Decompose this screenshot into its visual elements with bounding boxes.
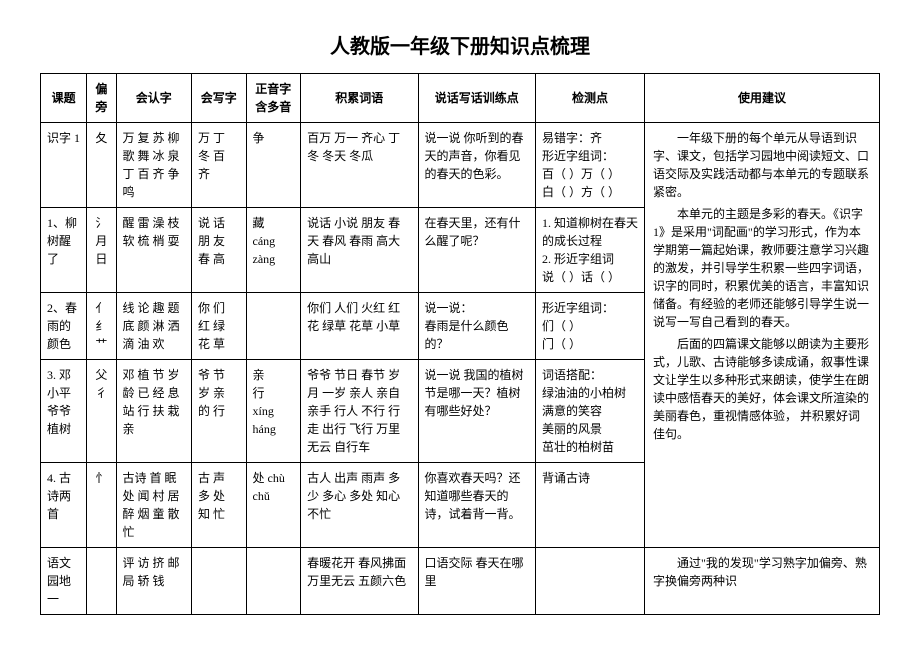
cell-practice: 说一说 我国的植树节是哪一天？植树有哪些好处？ xyxy=(418,360,535,463)
cell-pinyin: 亲 行 xíng háng xyxy=(246,360,301,463)
cell-words: 春暖花开 春风拂面 万里无云 五颜六色 xyxy=(301,548,418,615)
header-recognize: 会认字 xyxy=(116,74,192,123)
page-title: 人教版一年级下册知识点梳理 xyxy=(40,30,880,59)
table-row: 语文园地一 评 访 挤 邮 局 轿 钱 春暖花开 春风拂面 万里无云 五颜六色 … xyxy=(41,548,880,615)
cell-write: 说 话 朋 友 春 高 xyxy=(192,208,247,293)
cell-pinyin xyxy=(246,548,301,615)
cell-practice: 说一说： 春雨是什么颜色的？ xyxy=(418,293,535,360)
cell-check: 背诵古诗 xyxy=(535,463,644,548)
cell-suggest-main: 一年级下册的每个单元从导语到识字、课文，包括学习园地中阅读短文、口语交际及实践活… xyxy=(645,123,880,548)
cell-practice: 说一说 你听到的春天的声音，你看见的春天的色彩。 xyxy=(418,123,535,208)
cell-lesson: 4. 古诗两首 xyxy=(41,463,87,548)
cell-words: 说话 小说 朋友 春天 春风 春雨 高大 高山 xyxy=(301,208,418,293)
cell-radical: 夂 xyxy=(87,123,116,208)
suggest-p1: 一年级下册的每个单元从导语到识字、课文，包括学习园地中阅读短文、口语交际及实践活… xyxy=(653,129,871,201)
suggest-p3: 后面的四篇课文能够以朗读为主要形式，儿歌、古诗能够多读成诵，叙事性课文让学生以多… xyxy=(653,335,871,443)
cell-radical: 忄 xyxy=(87,463,116,548)
cell-write: 万 丁 冬 百 齐 xyxy=(192,123,247,208)
cell-check: 形近字组词： 们（ ） 门（ ） xyxy=(535,293,644,360)
header-write: 会写字 xyxy=(192,74,247,123)
cell-pinyin: 争 xyxy=(246,123,301,208)
cell-radical: 父 彳 xyxy=(87,360,116,463)
knowledge-table: 课题 偏旁 会认字 会写字 正音字含多音 积累词语 说话写话训练点 检测点 使用… xyxy=(40,73,880,615)
cell-check: 词语搭配： 绿油油的小柏树 满意的笑容 美丽的风景 茁壮的柏树苗 xyxy=(535,360,644,463)
cell-write: 古 声 多 处 知 忙 xyxy=(192,463,247,548)
cell-recognize: 邓 植 节 岁 龄 已 经 息 站 行 扶 栽 亲 xyxy=(116,360,192,463)
cell-words: 爷爷 节日 春节 岁月 一岁 亲人 亲自 亲手 行人 不行 行走 出行 飞行 万… xyxy=(301,360,418,463)
header-check: 检测点 xyxy=(535,74,644,123)
cell-lesson: 3. 邓小平爷爷植树 xyxy=(41,360,87,463)
suggest-last: 通过"我的发现"学习熟字加偏旁、熟字换偏旁两种识 xyxy=(653,554,871,590)
cell-check: 易错字：齐 形近字组词： 百（ ）万（ ） 白（ ）方（ ） xyxy=(535,123,644,208)
header-radical: 偏旁 xyxy=(87,74,116,123)
cell-pinyin xyxy=(246,293,301,360)
cell-recognize: 古诗 首 眠 处 闻 村 居 醉 烟 童 散 忙 xyxy=(116,463,192,548)
cell-pinyin: 藏 cáng zàng xyxy=(246,208,301,293)
cell-words: 百万 万一 齐心 丁冬 冬天 冬瓜 xyxy=(301,123,418,208)
cell-recognize: 万 复 苏 柳 歌 舞 冰 泉 丁 百 齐 争 鸣 xyxy=(116,123,192,208)
cell-write xyxy=(192,548,247,615)
cell-pinyin: 处 chù chǔ xyxy=(246,463,301,548)
cell-words: 古人 出声 雨声 多少 多心 多处 知心 不忙 xyxy=(301,463,418,548)
cell-words: 你们 人们 火红 红花 绿草 花草 小草 xyxy=(301,293,418,360)
cell-check xyxy=(535,548,644,615)
cell-write: 你 们 红 绿 花 草 xyxy=(192,293,247,360)
suggest-p2: 本单元的主题是多彩的春天。《识字 1》是采用"词配画"的学习形式，作为本学期第一… xyxy=(653,205,871,331)
cell-radical: 亻 纟 艹 xyxy=(87,293,116,360)
cell-check: 1. 知道柳树在春天的成长过程 2. 形近字组词 说（ ）话（ ） xyxy=(535,208,644,293)
header-suggest: 使用建议 xyxy=(645,74,880,123)
cell-practice: 在春天里，还有什么醒了呢？ xyxy=(418,208,535,293)
cell-recognize: 醒 雷 澡 枝 软 梳 梢 耍 xyxy=(116,208,192,293)
header-lesson: 课题 xyxy=(41,74,87,123)
header-words: 积累词语 xyxy=(301,74,418,123)
cell-radical xyxy=(87,548,116,615)
cell-suggest-last: 通过"我的发现"学习熟字加偏旁、熟字换偏旁两种识 xyxy=(645,548,880,615)
cell-lesson: 1、柳树醒了 xyxy=(41,208,87,293)
header-practice: 说话写话训练点 xyxy=(418,74,535,123)
cell-radical: 氵 月 日 xyxy=(87,208,116,293)
cell-recognize: 评 访 挤 邮 局 轿 钱 xyxy=(116,548,192,615)
header-pinyin: 正音字含多音 xyxy=(246,74,301,123)
cell-recognize: 线 论 趣 题 底 颜 淋 洒 滴 油 欢 xyxy=(116,293,192,360)
table-row: 识字 1 夂 万 复 苏 柳 歌 舞 冰 泉 丁 百 齐 争 鸣 万 丁 冬 百… xyxy=(41,123,880,208)
cell-practice: 口语交际 春天在哪里 xyxy=(418,548,535,615)
cell-lesson: 2、春雨的颜色 xyxy=(41,293,87,360)
cell-write: 爷 节 岁 亲 的 行 xyxy=(192,360,247,463)
cell-lesson: 识字 1 xyxy=(41,123,87,208)
table-header-row: 课题 偏旁 会认字 会写字 正音字含多音 积累词语 说话写话训练点 检测点 使用… xyxy=(41,74,880,123)
cell-practice: 你喜欢春天吗？还知道哪些春天的诗，试着背一背。 xyxy=(418,463,535,548)
cell-lesson: 语文园地一 xyxy=(41,548,87,615)
